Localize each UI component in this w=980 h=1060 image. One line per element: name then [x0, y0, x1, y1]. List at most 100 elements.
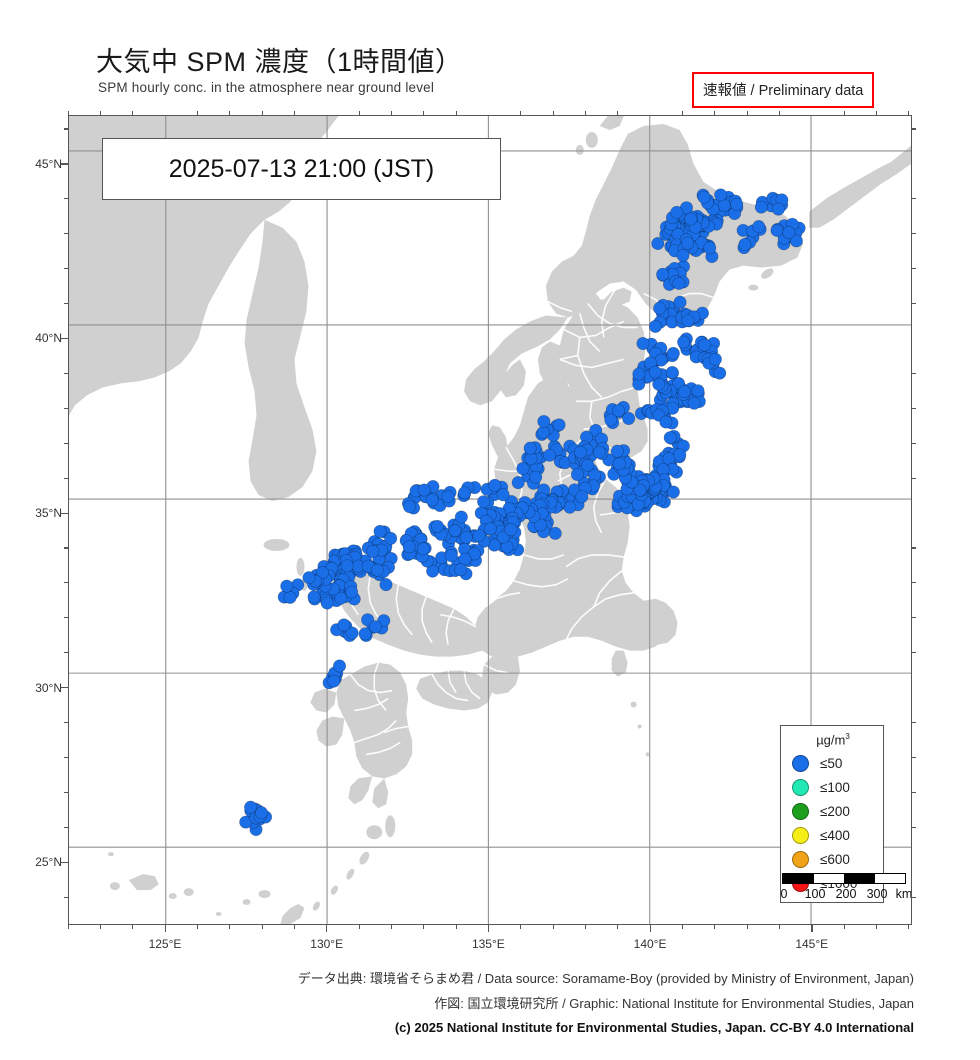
- station-marker[interactable]: [337, 618, 351, 632]
- station-marker[interactable]: [416, 542, 430, 556]
- station-marker[interactable]: [636, 337, 650, 351]
- station-marker[interactable]: [402, 500, 417, 514]
- station-marker[interactable]: [673, 295, 687, 309]
- station-marker[interactable]: [529, 470, 543, 484]
- station-marker[interactable]: [604, 413, 618, 427]
- station-marker[interactable]: [332, 659, 347, 673]
- station-marker[interactable]: [373, 524, 387, 538]
- station-marker[interactable]: [483, 522, 497, 536]
- station-marker[interactable]: [633, 483, 647, 497]
- station-marker[interactable]: [472, 529, 486, 543]
- station-marker[interactable]: [345, 585, 359, 599]
- station-marker[interactable]: [592, 445, 606, 459]
- station-marker[interactable]: [370, 563, 384, 577]
- station-marker[interactable]: [666, 485, 680, 499]
- station-marker[interactable]: [656, 267, 670, 281]
- station-marker[interactable]: [430, 519, 445, 533]
- station-marker[interactable]: [244, 800, 258, 814]
- station-marker[interactable]: [610, 444, 624, 458]
- station-marker[interactable]: [315, 566, 329, 580]
- station-marker[interactable]: [770, 223, 784, 237]
- station-marker[interactable]: [302, 571, 316, 585]
- station-marker[interactable]: [533, 518, 548, 532]
- station-marker[interactable]: [280, 579, 294, 593]
- station-marker[interactable]: [366, 544, 380, 559]
- station-marker[interactable]: [334, 591, 348, 605]
- station-marker[interactable]: [320, 596, 334, 610]
- station-marker[interactable]: [663, 431, 677, 445]
- station-marker[interactable]: [581, 458, 595, 472]
- station-marker[interactable]: [402, 540, 416, 554]
- station-marker[interactable]: [714, 188, 728, 202]
- station-marker[interactable]: [782, 225, 796, 239]
- station-marker[interactable]: [307, 590, 321, 604]
- station-marker[interactable]: [459, 530, 473, 544]
- station-marker[interactable]: [552, 418, 566, 432]
- map-plot-area[interactable]: 2025-07-13 21:00 (JST) µg/m3 ≤50 ≤100 ≤2…: [68, 115, 912, 925]
- station-marker[interactable]: [417, 483, 431, 497]
- station-marker[interactable]: [358, 627, 372, 641]
- station-marker[interactable]: [368, 620, 382, 634]
- station-marker[interactable]: [677, 385, 692, 399]
- station-marker[interactable]: [496, 488, 510, 502]
- station-marker[interactable]: [789, 234, 803, 248]
- station-marker[interactable]: [651, 237, 665, 251]
- station-marker[interactable]: [543, 448, 557, 462]
- station-marker[interactable]: [612, 457, 626, 471]
- station-marker[interactable]: [327, 674, 341, 688]
- station-marker[interactable]: [648, 365, 662, 379]
- station-marker[interactable]: [612, 404, 626, 418]
- station-marker[interactable]: [659, 415, 673, 429]
- station-marker[interactable]: [713, 366, 727, 380]
- station-marker[interactable]: [504, 523, 518, 537]
- station-marker[interactable]: [648, 319, 662, 333]
- station-marker[interactable]: [379, 578, 393, 592]
- station-marker[interactable]: [691, 384, 705, 398]
- station-marker[interactable]: [467, 547, 481, 561]
- station-marker[interactable]: [622, 411, 636, 425]
- station-marker[interactable]: [684, 212, 698, 226]
- station-marker[interactable]: [666, 346, 680, 360]
- station-marker[interactable]: [345, 626, 359, 640]
- station-marker[interactable]: [575, 490, 589, 504]
- station-marker[interactable]: [516, 462, 530, 476]
- station-marker[interactable]: [488, 478, 502, 492]
- station-marker[interactable]: [574, 445, 588, 459]
- station-marker[interactable]: [652, 377, 666, 391]
- station-marker[interactable]: [254, 806, 269, 820]
- station-marker[interactable]: [771, 202, 785, 216]
- station-marker[interactable]: [697, 190, 711, 204]
- station-marker[interactable]: [687, 396, 701, 410]
- station-marker[interactable]: [738, 237, 752, 251]
- station-marker[interactable]: [458, 486, 472, 500]
- station-marker[interactable]: [511, 476, 525, 490]
- station-marker[interactable]: [448, 524, 462, 538]
- station-marker[interactable]: [570, 467, 584, 481]
- station-marker[interactable]: [672, 276, 686, 290]
- station-marker[interactable]: [283, 590, 297, 604]
- station-marker[interactable]: [454, 510, 468, 524]
- station-marker[interactable]: [752, 220, 766, 234]
- station-marker[interactable]: [681, 236, 695, 250]
- station-marker[interactable]: [708, 352, 722, 366]
- station-marker[interactable]: [340, 559, 354, 573]
- station-marker[interactable]: [384, 531, 398, 545]
- station-marker[interactable]: [454, 563, 468, 577]
- station-marker[interactable]: [441, 490, 455, 504]
- station-marker[interactable]: [754, 200, 768, 214]
- station-marker[interactable]: [677, 335, 691, 349]
- station-marker[interactable]: [730, 197, 744, 211]
- station-marker[interactable]: [444, 549, 458, 563]
- station-marker[interactable]: [536, 425, 550, 439]
- station-marker[interactable]: [496, 530, 510, 544]
- station-marker[interactable]: [665, 366, 679, 380]
- station-marker[interactable]: [425, 493, 439, 507]
- station-marker[interactable]: [632, 367, 646, 381]
- station-marker[interactable]: [681, 314, 695, 328]
- station-marker[interactable]: [477, 495, 491, 509]
- station-marker[interactable]: [676, 248, 690, 262]
- station-marker[interactable]: [673, 448, 687, 462]
- station-marker[interactable]: [537, 414, 551, 429]
- station-marker[interactable]: [523, 441, 537, 455]
- station-marker[interactable]: [670, 205, 684, 219]
